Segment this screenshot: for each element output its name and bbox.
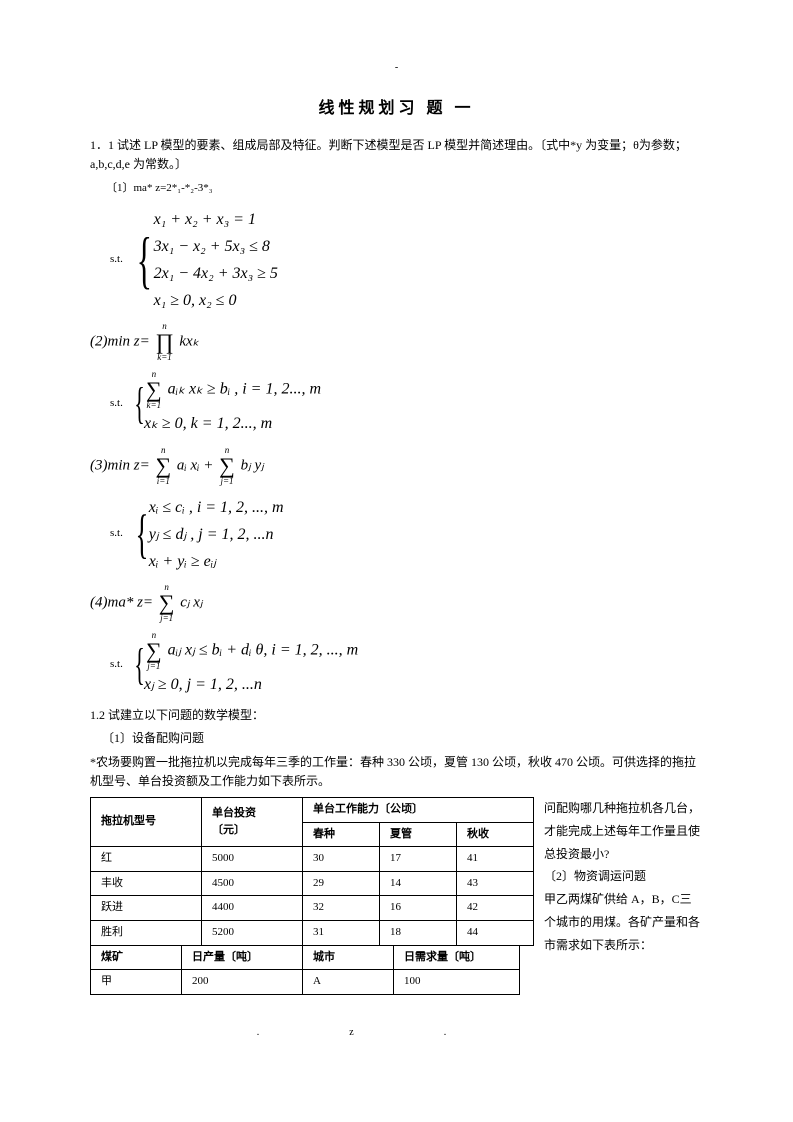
page-mark-bottom: .z.	[90, 1025, 703, 1041]
side-p3: 甲乙两煤矿供给 A，B，C三个城市的用煤。各矿产量和各市需求如下表所示：	[544, 888, 703, 956]
sum-icon: n ∑ i=1	[155, 446, 171, 486]
left-brace-icon: {	[134, 384, 145, 424]
sum-icon: n ∑ j=1	[159, 583, 175, 623]
left-brace-icon: {	[137, 231, 152, 289]
eq3-l2: yⱼ ≤ dⱼ , j = 1, 2, ...n	[149, 521, 284, 548]
eq-block-1: s.t. { x₁ + x₂ + x₃ = 1 3x₁ − x₂ + 5x₃ ≤…	[110, 206, 703, 315]
left-brace-icon: {	[135, 510, 148, 559]
col-autumn: 秋收	[457, 822, 534, 847]
st-label: s.t.	[110, 251, 123, 269]
tractor-table: 拖拉机型号 单台投资 〔元〕 单台工作能力〔公顷〕 春种 夏管 秋收 红 500…	[90, 797, 534, 946]
q1-1-label: 〔1〕ma* z=2*₁-*₂-3*₃	[106, 180, 703, 198]
table-row: 丰收 4500 29 14 43	[91, 871, 534, 896]
sum-icon: n ∑ j=1	[219, 446, 235, 486]
eq4-l1: n ∑ j=1 aᵢⱼ xⱼ ≤ bᵢ + dᵢ θ, i = 1, 2, ..…	[144, 631, 358, 671]
eq2-l2: xₖ ≥ 0, k = 1, 2..., m	[144, 410, 321, 437]
eq1-l2: 3x₁ − x₂ + 5x₃ ≤ 8	[154, 233, 278, 260]
sum-icon: n ∑ j=1	[146, 631, 162, 671]
eq1-l3: 2x₁ − 4x₂ + 3x₃ ≥ 5	[154, 260, 278, 287]
side-p1: 问配购哪几种拖拉机各几台，才能完成上述每年工作量且使总投资最小?	[544, 797, 703, 865]
table-row: 煤矿 日产量〔吨〕 城市 日需求量〔吨〕	[91, 945, 520, 970]
st-label: s.t.	[110, 395, 123, 413]
table-row: 跃进 4400 32 16 42	[91, 896, 534, 921]
left-brace-icon: {	[134, 645, 145, 685]
col-city: 城市	[303, 945, 394, 970]
coal-table: 煤矿 日产量〔吨〕 城市 日需求量〔吨〕 甲 200 A 100	[90, 945, 520, 995]
st-label: s.t.	[110, 656, 123, 674]
table-row: 甲 200 A 100	[91, 970, 520, 995]
col-spring: 春种	[303, 822, 380, 847]
term-kxk: kxₖ	[179, 334, 199, 350]
col-capacity: 单台工作能力〔公顷〕	[303, 798, 534, 823]
col-summer: 夏管	[380, 822, 457, 847]
eq4-l2: xⱼ ≥ 0, j = 1, 2, ...n	[144, 671, 358, 698]
col-invest: 单台投资 〔元〕	[202, 798, 303, 847]
col-output: 日产量〔吨〕	[182, 945, 303, 970]
eq1-l1: x₁ + x₂ + x₃ = 1	[154, 206, 278, 233]
table-row: 红 5000 30 17 41	[91, 847, 534, 872]
st-label: s.t.	[110, 525, 123, 543]
eq1-l4: x₁ ≥ 0, x₂ ≤ 0	[154, 287, 278, 314]
page-title: 线性规划习 题 一	[90, 96, 703, 122]
eq2-l1: n ∑ k=1 aᵢₖ xₖ ≥ bᵢ , i = 1, 2..., m	[144, 370, 321, 410]
table-row: 胜利 5200 31 18 44	[91, 920, 534, 945]
q1-3: (3)min z= n ∑ i=1 aᵢ xᵢ + n ∑ j=1 bⱼ yⱼ	[90, 446, 703, 486]
product-icon: n ∏ k=1	[155, 322, 173, 362]
eq3-l3: xᵢ + yᵢ ≥ eᵢⱼ	[149, 548, 284, 575]
term-ax: aᵢ xᵢ +	[177, 457, 214, 473]
col-mine: 煤矿	[91, 945, 182, 970]
q1-4-prefix: (4)ma* z=	[90, 595, 153, 611]
table-row: 拖拉机型号 单台投资 〔元〕 单台工作能力〔公顷〕	[91, 798, 534, 823]
q1-3-prefix: (3)min z=	[90, 457, 150, 473]
page-mark-top: -	[90, 60, 703, 76]
col-demand: 日需求量〔吨〕	[394, 945, 520, 970]
q1-2: (2)min z= n ∏ k=1 kxₖ	[90, 322, 703, 362]
eq-block-4: s.t. { n ∑ j=1 aᵢⱼ xⱼ ≤ bᵢ + dᵢ θ, i = 1…	[110, 631, 703, 698]
q12-1-label: 〔1〕设备配购问题	[90, 729, 703, 748]
sum-icon: n ∑ k=1	[146, 370, 162, 410]
side-p2: 〔2〕物资调运问题	[544, 865, 703, 888]
col-model: 拖拉机型号	[91, 798, 202, 847]
q1-4: (4)ma* z= n ∑ j=1 cⱼ xⱼ	[90, 583, 703, 623]
q1-intro: 1．1 试述 LP 模型的要素、组成局部及特征。判断下述模型是否 LP 模型并简…	[90, 136, 703, 174]
term-cx: cⱼ xⱼ	[180, 595, 202, 611]
q1-2-prefix: (2)min z=	[90, 334, 150, 350]
q12-1-text: *农场要购置一批拖拉机以完成每年三季的工作量：春种 330 公顷，夏管 130 …	[90, 753, 703, 791]
eq-block-3: s.t. { xᵢ ≤ cᵢ , i = 1, 2, ..., m yⱼ ≤ d…	[110, 494, 703, 576]
term-by: bⱼ yⱼ	[241, 457, 264, 473]
eq3-l1: xᵢ ≤ cᵢ , i = 1, 2, ..., m	[149, 494, 284, 521]
q12-header: 1.2 试建立以下问题的数学模型：	[90, 706, 703, 725]
eq-block-2: s.t. { n ∑ k=1 aᵢₖ xₖ ≥ bᵢ , i = 1, 2...…	[110, 370, 703, 437]
